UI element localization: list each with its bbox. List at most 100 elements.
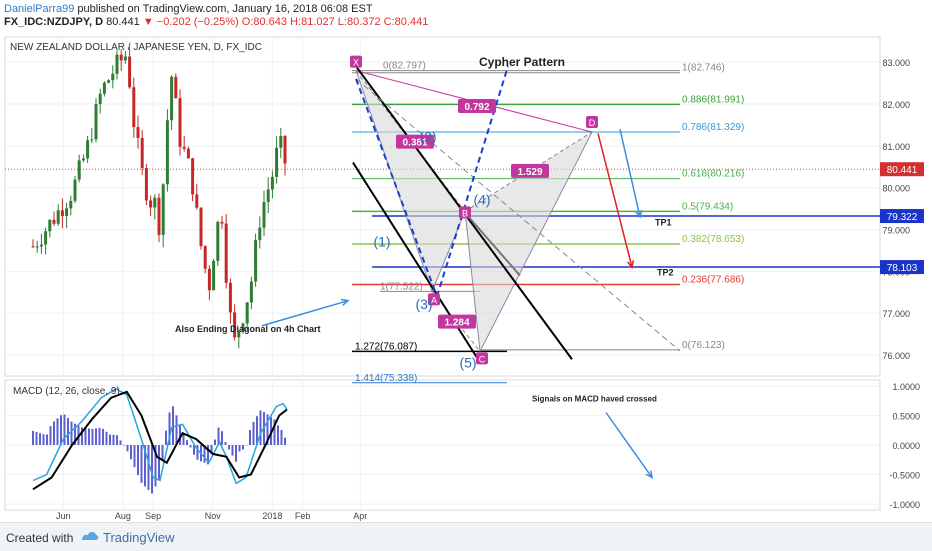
candle-body xyxy=(102,82,106,94)
candle-body xyxy=(165,120,169,185)
macd-line xyxy=(32,388,288,485)
candle-body xyxy=(65,208,69,217)
fib-level-label: 0.236(77.686) xyxy=(682,275,744,286)
candle-body xyxy=(279,135,283,148)
target-label: TP1 xyxy=(655,217,672,227)
candle-body xyxy=(157,197,161,235)
candle-body xyxy=(98,93,102,105)
target-label: TP2 xyxy=(657,268,674,278)
y-tick-label: 76.000 xyxy=(882,351,910,361)
ratio-badge xyxy=(458,99,496,114)
target-arrow-tp2 xyxy=(597,133,633,268)
price-tag xyxy=(880,209,924,224)
footer: Created with TradingView xyxy=(0,522,932,551)
candle-body xyxy=(90,139,94,141)
pattern-point-badge xyxy=(476,352,488,365)
macd-y-tick-label: 0.0000 xyxy=(892,441,920,451)
pattern-title: Cypher Pattern xyxy=(479,55,565,69)
candle-body xyxy=(216,221,220,261)
candle-body xyxy=(254,240,258,282)
pattern-point-label: D xyxy=(589,118,596,128)
wave-projection xyxy=(436,66,509,297)
pattern-leg xyxy=(464,212,521,277)
candle-body xyxy=(191,158,195,195)
candle-body xyxy=(153,197,157,208)
projection-line xyxy=(355,78,681,352)
y-tick-label: 83.000 xyxy=(882,58,910,68)
target-arrow-tp2-head xyxy=(626,260,635,269)
y-tick-label: 82.000 xyxy=(882,100,910,110)
fib-level-label: 1.414(75.338) xyxy=(355,373,417,384)
x-tick-label: Sep xyxy=(145,511,161,521)
pattern-point-label: C xyxy=(479,354,486,364)
candle-body xyxy=(77,160,81,180)
pattern-point-badge xyxy=(586,116,598,129)
ratio-label: 1.529 xyxy=(517,167,542,178)
candle-body xyxy=(203,246,207,269)
candle-body xyxy=(212,260,216,291)
ratio-label: 0.381 xyxy=(402,138,427,149)
fib-level-label: 1(77.522) xyxy=(380,281,423,292)
pattern-leg xyxy=(355,70,433,292)
signal-line xyxy=(32,390,288,491)
pattern-point-badge xyxy=(459,206,471,219)
candle-body xyxy=(245,302,249,324)
macd-annotation: Signals on MACD haved crossed xyxy=(532,394,657,403)
published-text: published on TradingView.com, January 16… xyxy=(77,3,373,15)
wave-projection xyxy=(355,78,438,297)
symbol-info: FX_IDC:NZDJPY, D 80.441 ▼ −0.202 (−0.25%… xyxy=(4,16,428,28)
candle-body xyxy=(170,76,174,121)
x-tick-label: Feb xyxy=(295,511,311,521)
ratio-badge xyxy=(511,163,549,178)
pattern-leg xyxy=(464,211,481,352)
price-tag-label: 79.322 xyxy=(887,212,918,223)
wave-label: (5) xyxy=(459,355,476,371)
candle-body xyxy=(60,210,64,217)
tradingview-logo-icon xyxy=(82,532,99,540)
pattern-point-badge xyxy=(350,55,362,68)
candle-body xyxy=(56,210,60,224)
wave-label: (1) xyxy=(373,233,390,249)
chart-title: NEW ZEALAND DOLLAR / JAPANESE YEN, D, FX… xyxy=(10,42,262,53)
candle-body xyxy=(119,54,123,61)
tradingview-brand[interactable]: TradingView xyxy=(103,530,175,545)
pattern-fill xyxy=(356,70,465,292)
target-arrow-tp1-head xyxy=(635,209,643,219)
candles xyxy=(31,47,287,349)
candle-body xyxy=(228,282,232,313)
candle-body xyxy=(35,246,39,248)
y-tick-label: 77.000 xyxy=(882,309,910,319)
macd-y-tick-label: 0.5000 xyxy=(892,411,920,421)
fib-level-label: 0.5(79.434) xyxy=(682,201,733,212)
candle-body xyxy=(220,221,224,224)
candle-body xyxy=(107,80,111,83)
candle-body xyxy=(258,227,262,241)
pattern-ratio-line xyxy=(464,131,593,212)
publish-info: DanielParra99 published on TradingView.c… xyxy=(4,3,373,15)
candle-body xyxy=(174,76,178,99)
candle-body xyxy=(132,87,136,128)
candle-body xyxy=(48,219,52,232)
candle-body xyxy=(186,148,190,159)
candle-body xyxy=(44,231,48,245)
candle-body xyxy=(144,168,148,201)
ratio-label: 0.792 xyxy=(464,102,489,113)
author-link[interactable]: DanielParra99 xyxy=(4,3,75,15)
down-arrow-icon: ▼ xyxy=(142,16,154,28)
price-change: −0.202 (−0.25%) xyxy=(156,16,239,28)
candle-body xyxy=(111,73,115,81)
candle-body xyxy=(94,104,98,140)
x-tick-label: Nov xyxy=(205,511,222,521)
wave-label: (2) xyxy=(419,129,436,145)
pattern-point-label: A xyxy=(431,295,437,305)
fib-level-label: 0.886(81.991) xyxy=(682,94,744,105)
candle-body xyxy=(115,54,119,74)
candle-body xyxy=(69,200,73,209)
chart-canvas[interactable]: 83.00082.00081.00080.00079.00078.00077.0… xyxy=(0,0,932,522)
candle-body xyxy=(199,207,203,247)
macd-arrow xyxy=(605,412,653,478)
x-tick-label: Apr xyxy=(353,511,367,521)
price-tag-label: 78.103 xyxy=(887,263,918,274)
candle-body xyxy=(52,219,56,224)
macd-y-tick-label: -1.0000 xyxy=(889,500,920,510)
